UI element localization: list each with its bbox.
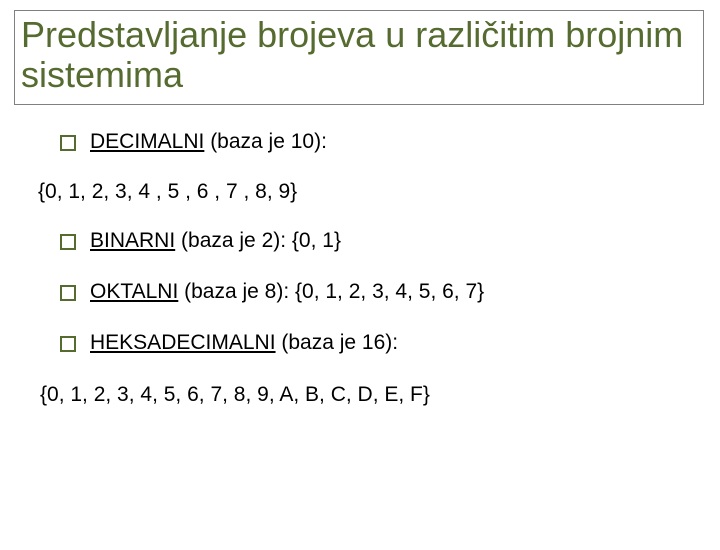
hex-digits-set: {0, 1, 2, 3, 4, 5, 6, 7, 8, 9, A, B, C, … xyxy=(0,383,720,407)
underlined-term: HEKSADECIMALNI xyxy=(90,331,276,354)
underlined-term: BINARNI xyxy=(90,229,175,252)
slide-title: Predstavljanje brojeva u različitim broj… xyxy=(21,15,697,96)
item-rest: (baza je 2): {0, 1} xyxy=(175,229,341,252)
bullet-icon xyxy=(60,336,76,352)
underlined-term: DECIMALNI xyxy=(90,130,204,153)
item-rest: (baza je 16): xyxy=(276,331,399,354)
item-rest: (baza je 8): {0, 1, 2, 3, 4, 5, 6, 7} xyxy=(178,280,484,303)
list-item: DECIMALNI (baza je 10): xyxy=(60,129,680,154)
item-rest: (baza je 10): xyxy=(204,130,327,153)
list-item: OKTALNI (baza je 8): {0, 1, 2, 3, 4, 5, … xyxy=(60,279,680,304)
bullet-icon xyxy=(60,234,76,250)
slide: Predstavljanje brojeva u različitim broj… xyxy=(0,10,720,550)
item-text: DECIMALNI (baza je 10): xyxy=(90,129,327,154)
bullet-icon xyxy=(60,285,76,301)
item-text: OKTALNI (baza je 8): {0, 1, 2, 3, 4, 5, … xyxy=(90,279,484,304)
item-text: HEKSADECIMALNI (baza je 16): xyxy=(90,330,398,355)
list-item: BINARNI (baza je 2): {0, 1} xyxy=(60,228,680,253)
body-container: DECIMALNI (baza je 10): {0, 1, 2, 3, 4 ,… xyxy=(0,105,720,356)
underlined-term: OKTALNI xyxy=(90,280,178,303)
list-item: HEKSADECIMALNI (baza je 16): xyxy=(60,330,680,355)
title-container: Predstavljanje brojeva u različitim broj… xyxy=(14,10,704,105)
digits-set: {0, 1, 2, 3, 4 , 5 , 6 , 7 , 8, 9} xyxy=(38,180,680,204)
bullet-icon xyxy=(60,135,76,151)
item-text: BINARNI (baza je 2): {0, 1} xyxy=(90,228,341,253)
